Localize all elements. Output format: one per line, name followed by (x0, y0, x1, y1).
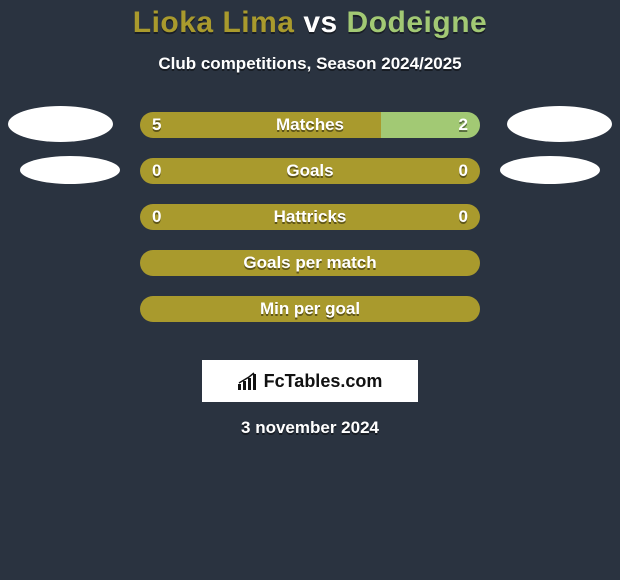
stat-label: Matches (140, 115, 480, 135)
stat-row: Hattricks0 0 (0, 204, 620, 250)
stat-row: Goals0 0 (0, 158, 620, 204)
subtitle: Club competitions, Season 2024/2025 (0, 54, 620, 74)
stat-bar: Hattricks0 0 (140, 204, 480, 230)
stat-value-left: 0 (152, 207, 161, 227)
stat-label: Hattricks (140, 207, 480, 227)
stat-label: Min per goal (140, 299, 480, 319)
stat-row: Goals per match (0, 250, 620, 296)
stat-rows: Matches52Goals00Hattricks00Goals per mat… (0, 112, 620, 342)
brand-box[interactable]: FcTables.com (202, 360, 418, 402)
decor-oval (20, 156, 120, 184)
stat-value-right: 2 (459, 115, 468, 135)
stat-bar: Goals per match (140, 250, 480, 276)
stat-bar: Goals0 0 (140, 158, 480, 184)
decor-oval (507, 106, 612, 142)
decor-oval (8, 106, 113, 142)
page-title: Lioka Lima vs Dodeigne (0, 0, 620, 40)
stat-value-left: 5 (152, 115, 161, 135)
stat-bar: Matches5 2 (140, 112, 480, 138)
title-vs: vs (303, 6, 337, 39)
stat-value-left: 0 (152, 161, 161, 181)
brand-text: FcTables.com (264, 371, 383, 392)
comparison-widget: Lioka Lima vs Dodeigne Club competitions… (0, 0, 620, 580)
stat-label: Goals (140, 161, 480, 181)
title-right-name: Dodeigne (347, 6, 488, 39)
decor-oval (500, 156, 600, 184)
date-text: 3 november 2024 (0, 418, 620, 438)
stat-label: Goals per match (140, 253, 480, 273)
stat-bar: Min per goal (140, 296, 480, 322)
stat-row: Matches5 2 (0, 112, 620, 158)
stat-value-right: 0 (459, 161, 468, 181)
stat-row: Min per goal (0, 296, 620, 342)
title-left-name: Lioka Lima (133, 6, 295, 39)
stat-value-right: 0 (459, 207, 468, 227)
brand-chart-icon (238, 372, 260, 390)
